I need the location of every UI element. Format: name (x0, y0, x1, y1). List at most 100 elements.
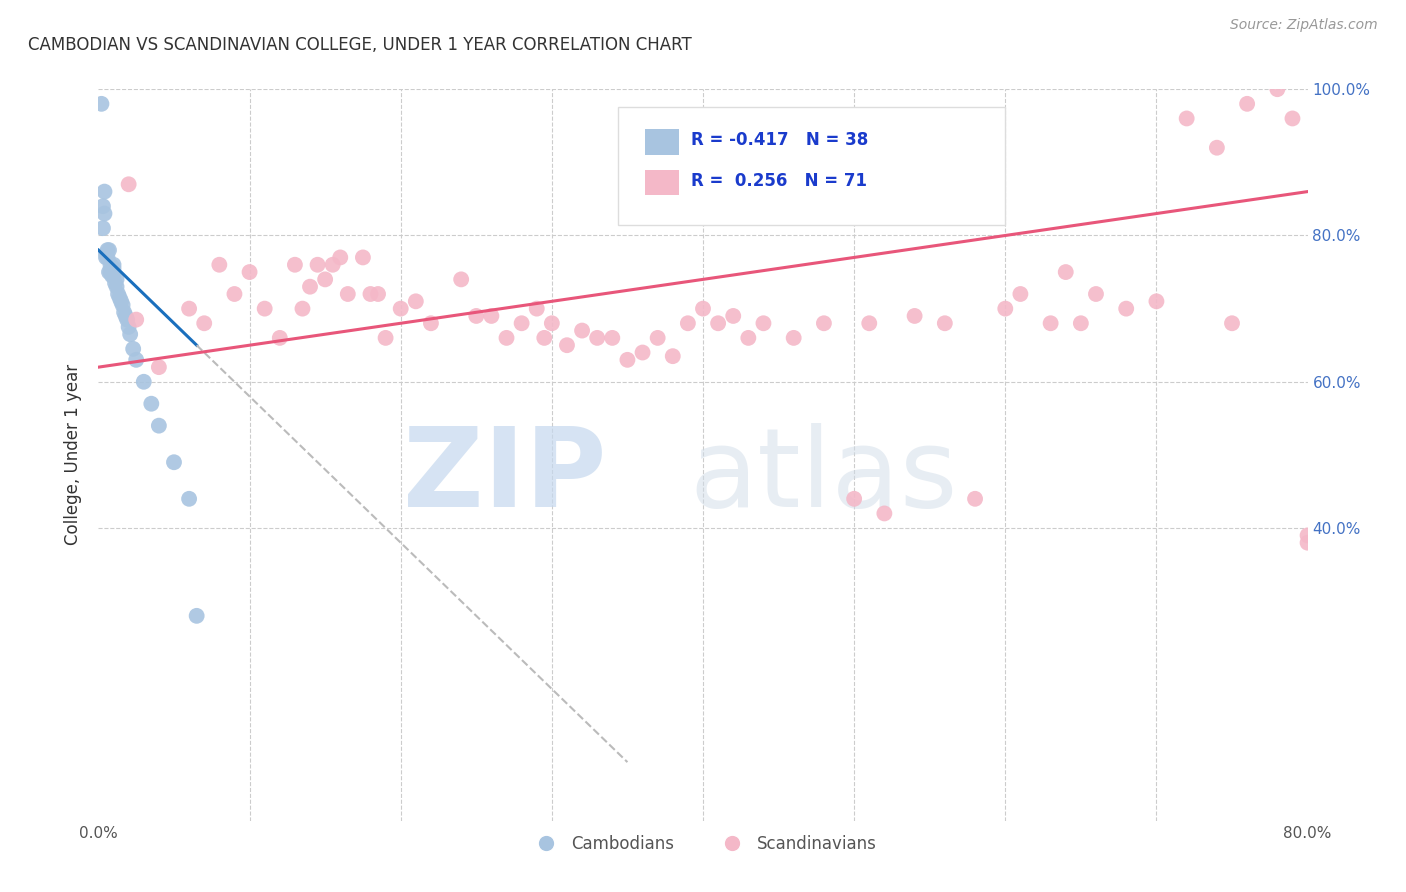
Point (108, 291, 131, 305)
Point (125, 312, 148, 326)
Text: atlas: atlas (690, 424, 957, 531)
Point (253, 301, 276, 316)
Point (360, 287, 382, 301)
Point (752, 316, 775, 330)
Point (555, 338, 578, 352)
Point (107, 287, 129, 301)
Point (374, 331, 396, 345)
Text: CAMBODIAN VS SCANDINAVIAN COLLEGE, UNDER 1 YEAR CORRELATION CHART: CAMBODIAN VS SCANDINAVIAN COLLEGE, UNDER… (28, 36, 692, 54)
Point (101, 268, 124, 283)
Point (1296, 528, 1319, 542)
Point (1115, 301, 1137, 316)
Point (110, 294, 132, 309)
Point (405, 294, 427, 309)
Point (1085, 287, 1108, 301)
Point (291, 301, 314, 316)
Point (540, 316, 562, 330)
Point (299, 279, 322, 293)
Point (103, 261, 125, 276)
Point (118, 319, 141, 334)
Point (526, 301, 548, 316)
Point (94, 251, 117, 265)
Point (465, 309, 488, 323)
Point (844, 491, 866, 506)
Point (586, 331, 609, 345)
Point (873, 507, 896, 521)
Point (193, 316, 215, 330)
Point (269, 331, 291, 345)
Point (1070, 316, 1092, 330)
Point (352, 251, 374, 265)
Point (104, 276, 127, 290)
Point (1236, 96, 1258, 111)
Point (93, 206, 115, 220)
Point (692, 301, 714, 316)
Point (1144, 294, 1167, 309)
Bar (645, 169, 679, 195)
Point (1267, 82, 1289, 96)
Point (450, 272, 472, 286)
Point (647, 331, 669, 345)
Text: R =  0.256   N = 71: R = 0.256 N = 71 (690, 171, 868, 190)
Point (101, 261, 124, 276)
Point (1039, 316, 1062, 330)
Point (125, 352, 148, 367)
Point (1175, 112, 1198, 126)
Point (904, 309, 927, 323)
Legend: Cambodians, Scandinavians: Cambodians, Scandinavians (523, 829, 883, 860)
Point (858, 316, 880, 330)
Point (100, 265, 122, 279)
Point (602, 331, 624, 345)
Point (90, 96, 112, 111)
Point (813, 316, 835, 330)
Point (91, 221, 114, 235)
Point (1281, 112, 1303, 126)
Point (329, 251, 352, 265)
Point (94, 246, 117, 260)
Point (1220, 316, 1243, 330)
Point (141, 397, 163, 411)
Point (723, 309, 745, 323)
Point (661, 349, 683, 363)
Point (510, 316, 533, 330)
Point (115, 312, 138, 326)
Point (994, 301, 1017, 316)
Point (965, 491, 987, 506)
Point (96, 251, 118, 265)
Point (307, 258, 329, 272)
Text: R = -0.417   N = 38: R = -0.417 N = 38 (690, 131, 868, 149)
Point (533, 331, 555, 345)
Point (103, 258, 125, 272)
Point (93, 185, 115, 199)
Point (707, 316, 730, 330)
Point (737, 331, 759, 345)
Point (571, 324, 593, 338)
Y-axis label: College, Under 1 year: College, Under 1 year (65, 364, 83, 546)
Point (148, 360, 170, 375)
Point (100, 258, 122, 272)
Point (114, 309, 136, 323)
Point (631, 345, 654, 359)
Point (105, 279, 128, 293)
Point (179, 301, 201, 316)
Point (336, 287, 359, 301)
Text: ZIP: ZIP (404, 424, 606, 531)
Point (186, 608, 208, 623)
Point (239, 265, 262, 279)
Point (120, 327, 142, 342)
Point (322, 258, 344, 272)
Point (96, 243, 118, 257)
Point (98, 265, 121, 279)
Point (224, 287, 246, 301)
FancyBboxPatch shape (619, 108, 1005, 225)
Point (1054, 265, 1077, 279)
Point (112, 305, 135, 319)
Point (481, 309, 503, 323)
Point (122, 342, 145, 356)
Point (314, 272, 336, 286)
Point (91, 199, 114, 213)
Point (132, 375, 155, 389)
Point (118, 178, 141, 192)
Point (1010, 287, 1032, 301)
Bar (645, 129, 679, 155)
